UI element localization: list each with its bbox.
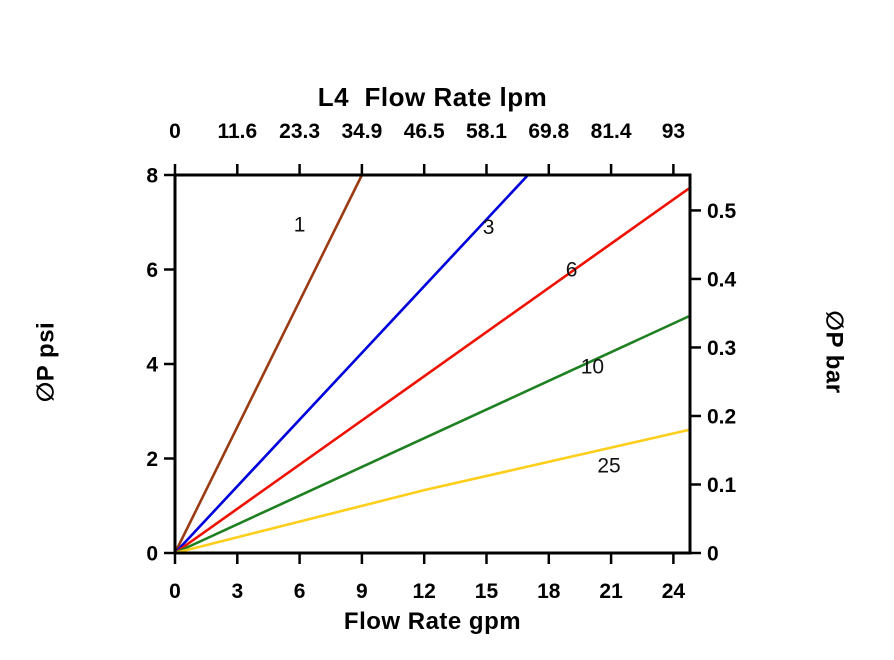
y-tick-label-right: 0 xyxy=(707,543,719,566)
bottom-axis-title: Flow Rate gpm xyxy=(343,608,522,635)
x-tick-label-bottom: 6 xyxy=(294,580,306,603)
y-tick-label-left: 6 xyxy=(146,259,158,282)
y-tick-label-right: 0.2 xyxy=(707,405,736,428)
x-tick-label-bottom: 3 xyxy=(231,580,243,603)
series-label-6: 6 xyxy=(566,259,578,282)
x-tick-label-top: 23.3 xyxy=(279,120,320,143)
series-label-25: 25 xyxy=(597,455,620,478)
y-tick-label-right: 0.5 xyxy=(707,200,737,223)
x-tick-label-bottom: 18 xyxy=(537,580,561,603)
series-label-1: 1 xyxy=(294,214,306,237)
top-axis-title: L4 Flow Rate lpm xyxy=(317,82,548,112)
x-tick-label-top: 81.4 xyxy=(591,120,632,143)
series-line-3 xyxy=(173,173,530,555)
x-tick-label-top: 69.8 xyxy=(528,120,569,143)
x-tick-label-bottom: 0 xyxy=(169,580,181,603)
x-tick-label-bottom: 21 xyxy=(599,580,623,603)
axes-frame xyxy=(173,173,692,555)
series-line-6 xyxy=(173,187,690,555)
x-tick-label-bottom: 12 xyxy=(413,580,436,603)
series-line-1 xyxy=(173,173,364,555)
series-line-10 xyxy=(173,315,690,555)
x-tick-label-top: 0 xyxy=(169,120,181,143)
y-tick-label-right: 0.3 xyxy=(707,337,736,360)
x-tick-label-top: 11.6 xyxy=(217,120,257,143)
y-tick-label-right: 0.4 xyxy=(707,268,737,291)
x-tick-label-bottom: 24 xyxy=(662,580,686,603)
x-tick-label-bottom: 9 xyxy=(356,580,368,603)
x-tick-label-top: 34.9 xyxy=(341,120,382,143)
x-tick-label-top: 46.5 xyxy=(404,120,445,143)
series-label-3: 3 xyxy=(483,216,495,239)
y-tick-label-right: 0.1 xyxy=(707,474,737,497)
series-line-25 xyxy=(173,428,690,555)
y-tick-label-left: 4 xyxy=(146,354,158,377)
x-tick-label-top: 58.1 xyxy=(466,120,507,143)
y-tick-label-left: 2 xyxy=(146,448,158,471)
series-label-10: 10 xyxy=(581,355,604,378)
y-tick-label-left: 8 xyxy=(146,165,158,188)
x-tick-label-top: 93 xyxy=(662,120,685,143)
x-tick-label-bottom: 15 xyxy=(475,580,499,603)
y-tick-label-left: 0 xyxy=(146,543,158,566)
